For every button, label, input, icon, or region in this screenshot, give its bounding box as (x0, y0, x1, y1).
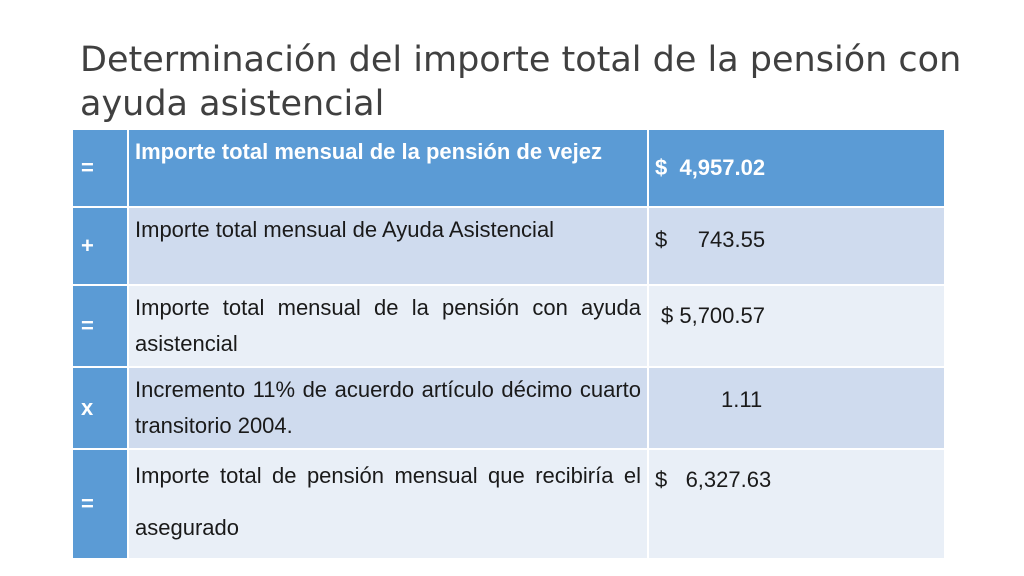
operator-cell: = (71, 128, 129, 208)
description-cell: Importe total mensual de la pensión con … (127, 284, 649, 368)
amount-value: $ 743.55 (655, 227, 766, 252)
amount-cell: $ 743.55 (647, 206, 946, 286)
description-cell: Importe total mensual de Ayuda Asistenci… (127, 206, 649, 286)
table-row-incremento: x Incremento 11% de acuerdo artículo déc… (71, 366, 946, 450)
slide-title: Determinación del importe total de la pe… (80, 40, 962, 124)
table-row-total-pension: = Importe total de pensión mensual que r… (71, 448, 946, 560)
amount-cell: 1.11 (647, 366, 946, 450)
description-cell: Importe total de pensión mensual que rec… (127, 448, 649, 560)
table-row-ayuda-asistencial: + Importe total mensual de Ayuda Asisten… (71, 206, 946, 286)
description-cell: Incremento 11% de acuerdo artículo décim… (127, 366, 649, 450)
description-cell: Importe total mensual de la pensión de v… (127, 128, 649, 208)
amount-value: 1.11 (721, 387, 763, 412)
table-row-vejez: = Importe total mensual de la pensión de… (71, 128, 946, 208)
amount-cell: $ 6,327.63 (647, 448, 946, 560)
pension-calculation-table: = Importe total mensual de la pensión de… (71, 128, 946, 560)
operator-cell: = (71, 284, 129, 368)
amount-value: $ 6,327.63 (655, 467, 772, 492)
amount-value: $ 4,957.02 (655, 155, 766, 180)
table-row-pension-con-ayuda: = Importe total mensual de la pensión co… (71, 284, 946, 368)
amount-cell: $ 5,700.57 (647, 284, 946, 368)
amount-value: $ 5,700.57 (661, 303, 765, 328)
operator-cell: + (71, 206, 129, 286)
operator-cell: x (71, 366, 129, 450)
amount-cell: $ 4,957.02 (647, 128, 946, 208)
operator-cell: = (71, 448, 129, 560)
